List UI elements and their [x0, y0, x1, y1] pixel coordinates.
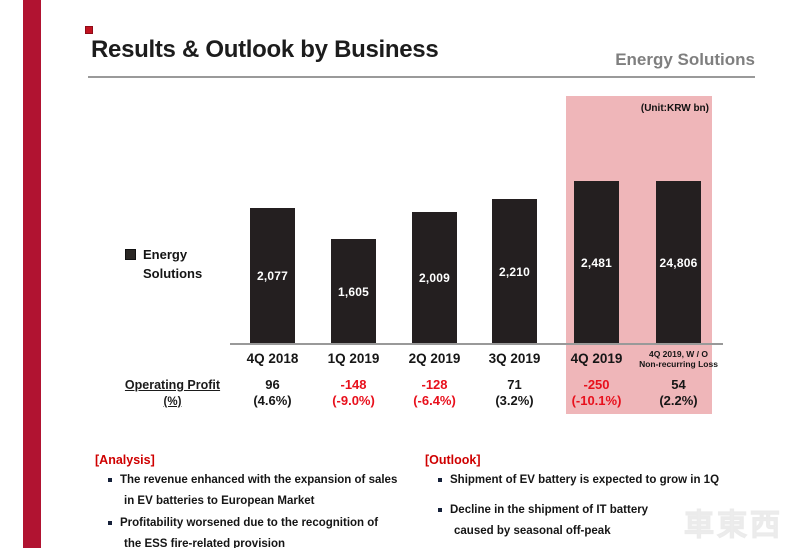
- bar-4q2019-wo-nonrecurring: 24,806: [656, 181, 701, 344]
- unit-label: (Unit:KRW bn): [640, 103, 709, 114]
- op-percent: (2.2%): [659, 393, 698, 408]
- bar-4q2019: 2,481: [574, 181, 619, 344]
- analysis-item: The revenue enhanced with the expansion …: [108, 470, 420, 512]
- bar-4q2018: 2,077: [250, 208, 295, 344]
- bullet-square-icon: [438, 508, 442, 512]
- bar-value-label: 24,806: [659, 255, 698, 270]
- op-percent: (3.2%): [495, 393, 534, 408]
- op-value-4q2019-wo: 54 (2.2%): [638, 377, 719, 409]
- analysis-item: Profitability worsened due to the recogn…: [108, 513, 420, 548]
- analysis-header: [Analysis]: [95, 453, 155, 467]
- outlook-item-line2: caused by seasonal off-peak: [454, 525, 611, 537]
- left-accent-bar: [23, 0, 41, 548]
- legend-label-line2: Solutions: [143, 266, 203, 281]
- x-tick-4q2019-wo-nonrecurring: 4Q 2019, W / O Non-recurring Loss: [636, 349, 721, 369]
- title-bullet-icon: [85, 26, 93, 34]
- op-percent: (-9.0%): [332, 393, 375, 408]
- x-tick-3q2019: 3Q 2019: [488, 351, 541, 366]
- analysis-item-line1: Profitability worsened due to the recogn…: [120, 517, 379, 529]
- op-value: -250: [583, 377, 610, 392]
- bar-value-label: 1,605: [337, 284, 370, 299]
- bar-3q2019: 2,210: [492, 199, 537, 344]
- x-tick-line1: 4Q 2019, W / O: [648, 349, 709, 359]
- analysis-item-line2: in EV batteries to European Market: [124, 495, 315, 507]
- op-value: 54: [671, 377, 686, 392]
- outlook-header: [Outlook]: [425, 453, 481, 467]
- bullet-square-icon: [108, 521, 112, 525]
- bar-value-label: 2,481: [580, 255, 613, 270]
- outlook-list: Shipment of EV battery is expected to gr…: [438, 470, 768, 548]
- bar-2q2019: 2,009: [412, 212, 457, 344]
- op-value-4q2019: -250 (-10.1%): [556, 377, 637, 409]
- x-tick-4q2019: 4Q 2019: [570, 351, 623, 366]
- title-divider: [88, 76, 755, 78]
- bar-value-label: 2,210: [498, 264, 531, 279]
- operating-profit-label: Operating Profit: [124, 378, 221, 392]
- x-axis-line: [230, 343, 723, 345]
- op-value: 71: [507, 377, 522, 392]
- page-title: Results & Outlook by Business: [91, 36, 439, 63]
- operating-profit-row-label: Operating Profit (%): [110, 377, 235, 410]
- outlook-item-line1: Decline in the shipment of IT battery: [450, 504, 649, 516]
- outlook-item-line1: Shipment of EV battery is expected to gr…: [450, 474, 720, 486]
- op-value-3q2019: 71 (3.2%): [474, 377, 555, 409]
- op-value: 96: [265, 377, 280, 392]
- op-value-4q2018: 96 (4.6%): [232, 377, 313, 409]
- bullet-square-icon: [438, 478, 442, 482]
- op-percent: (4.6%): [253, 393, 292, 408]
- analysis-item-line1: The revenue enhanced with the expansion …: [120, 474, 398, 486]
- outlook-item: Shipment of EV battery is expected to gr…: [438, 470, 768, 491]
- x-tick-line2: Non-recurring Loss: [639, 359, 718, 369]
- op-percent: (-6.4%): [413, 393, 456, 408]
- bar-value-label: 2,009: [418, 271, 451, 285]
- bar-value-label: 2,077: [256, 269, 289, 283]
- x-tick-2q2019: 2Q 2019: [408, 351, 461, 366]
- x-tick-4q2018: 4Q 2018: [246, 351, 299, 366]
- analysis-list: The revenue enhanced with the expansion …: [108, 470, 420, 548]
- analysis-item-line2: the ESS fire-related provision: [124, 538, 286, 548]
- op-value-2q2019: -128 (-6.4%): [394, 377, 475, 409]
- legend-label: Energy Solutions: [143, 245, 202, 283]
- legend-label-line1: Energy: [143, 247, 188, 262]
- bullet-square-icon: [108, 478, 112, 482]
- op-value: -148: [340, 377, 367, 392]
- op-value-1q2019: -148 (-9.0%): [313, 377, 394, 409]
- operating-profit-sublabel: (%): [163, 396, 182, 408]
- bar-1q2019: 1,605: [331, 239, 376, 344]
- op-percent: (-10.1%): [571, 393, 622, 408]
- outlook-item: Decline in the shipment of IT battery ca…: [438, 500, 768, 542]
- business-section-title: Energy Solutions: [615, 50, 755, 69]
- legend-square-icon: [125, 249, 136, 260]
- x-tick-1q2019: 1Q 2019: [327, 351, 380, 366]
- op-value: -128: [421, 377, 448, 392]
- watermark-logo: 車東西: [684, 509, 783, 543]
